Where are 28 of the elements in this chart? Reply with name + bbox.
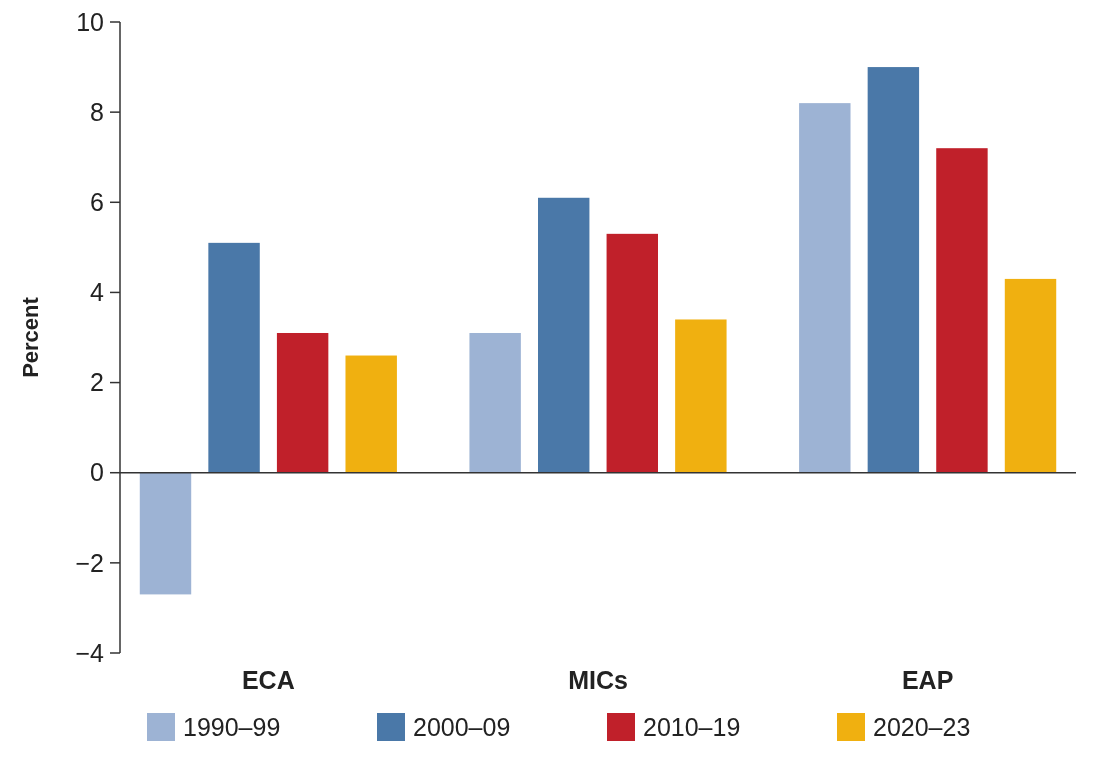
x-tick-label: ECA [241,666,295,694]
legend-label: 1990–99 [183,713,281,741]
legend-label: 2000–09 [413,713,511,741]
bar [208,242,260,473]
y-axis-title: Percent [18,296,43,378]
y-tick-label: 4 [90,278,105,307]
y-tick-label: 10 [76,7,104,36]
y-tick-label: −4 [75,638,105,667]
y-tick-label: 2 [90,368,104,397]
bar [139,472,192,595]
bar [936,148,988,473]
bar [675,319,727,473]
y-tick-label: 0 [90,458,104,487]
bar [469,332,521,473]
bar [606,233,658,473]
bar [799,103,851,473]
bar [1004,278,1057,473]
y-tick-label: 6 [90,188,104,217]
x-tick-label: EAP [901,666,954,694]
legend-label: 2010–19 [643,713,741,741]
x-tick-label: MICs [568,666,628,694]
bar [345,355,397,473]
y-tick-label: 8 [90,97,104,126]
bar [867,67,920,473]
legend-label: 2020–23 [873,713,971,741]
y-tick-label: −2 [75,548,104,577]
bar [538,197,590,473]
bar [276,332,329,473]
